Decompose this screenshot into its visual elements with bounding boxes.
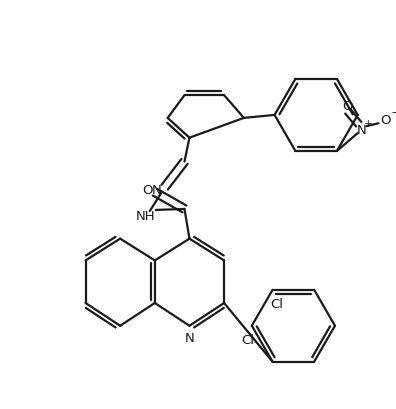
Text: +: + — [364, 119, 373, 129]
Text: Cl: Cl — [241, 333, 254, 346]
Text: Cl: Cl — [270, 297, 283, 310]
Text: O: O — [143, 183, 153, 196]
Text: N: N — [152, 183, 162, 196]
Text: O: O — [380, 113, 391, 126]
Text: N: N — [357, 124, 367, 136]
Text: NH: NH — [136, 210, 156, 223]
Text: O: O — [343, 100, 353, 112]
Text: N: N — [185, 331, 194, 344]
Text: -: - — [391, 106, 396, 119]
